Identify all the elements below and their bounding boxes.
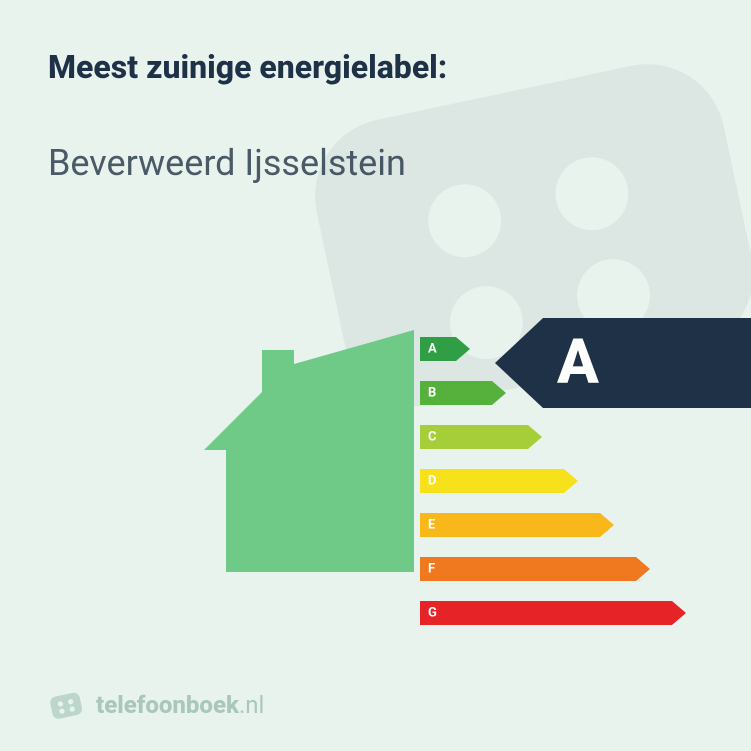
energy-bar-g: G [420,596,686,630]
energy-bar-label: D [428,474,436,489]
rating-tag-arrow [495,318,543,408]
house-icon [204,330,414,572]
footer-brand: telefoonboek.nl [96,691,264,719]
energy-bar-label: F [428,562,435,577]
energy-bar-label: B [428,386,436,401]
rating-letter: A [557,332,599,394]
footer-brand-thin: .nl [239,691,264,719]
energy-bar-c: C [420,420,686,454]
energy-bar-label: G [428,606,437,621]
page-title: Meest zuinige energielabel: [48,48,703,86]
energy-graphic: A B C D E F G A [48,224,703,677]
energy-bar-d: D [420,464,686,498]
energy-bar-e: E [420,508,686,542]
energy-bar-f: F [420,552,686,586]
page-subtitle: Beverweerd Ijsselstein [48,142,703,184]
energy-bar-label: E [428,518,435,533]
energy-bar-label: A [428,342,437,357]
rating-tag-body: A [543,318,751,408]
energy-bar-label: C [428,430,437,445]
footer-brand-bold: telefoonboek [96,691,239,719]
rating-tag: A [495,318,751,408]
footer-logo-icon [45,684,88,727]
footer: telefoonboek.nl [48,677,703,723]
